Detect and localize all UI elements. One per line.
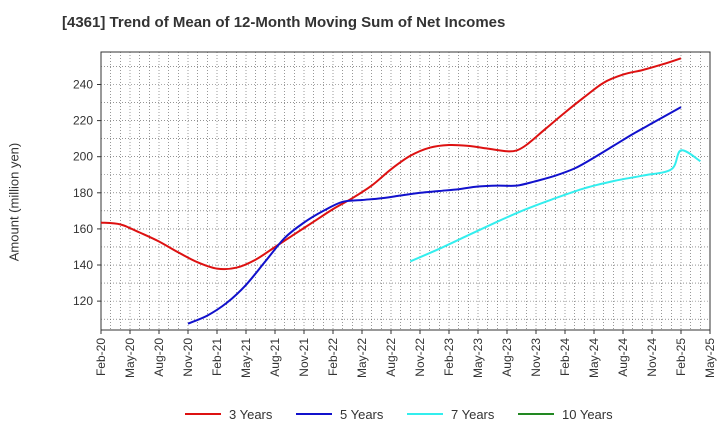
legend-item-7-years: 7 Years (407, 404, 494, 424)
y-tick-label: 180 (73, 186, 93, 200)
plot-frame (100, 51, 711, 331)
x-tick-label: Feb-25 (674, 338, 688, 376)
y-tick-label: 160 (73, 222, 93, 236)
series-line-5-years (187, 106, 682, 325)
legend-item-3-years: 3 Years (185, 404, 272, 424)
legend-swatch-3-years (185, 413, 221, 415)
x-tick-label: Feb-21 (210, 338, 224, 376)
x-tick-label: Feb-22 (326, 338, 340, 376)
x-tick-label: Nov-21 (297, 338, 311, 377)
x-tick-label: May-24 (587, 338, 601, 378)
y-tick-label: 140 (73, 258, 93, 272)
x-tick-label: Aug-21 (268, 338, 282, 377)
legend-swatch-7-years (407, 413, 443, 415)
y-axis-ticks: 120 140 160 180 200 220 240 (73, 77, 101, 308)
x-tick-label: Aug-20 (152, 338, 166, 377)
legend-item-10-years: 10 Years (518, 404, 613, 424)
y-axis-label: Amount (million yen) (4, 143, 24, 262)
x-tick-label: May-23 (471, 338, 485, 378)
x-tick-label: Nov-24 (645, 338, 659, 377)
y-axis-label-text: Amount (million yen) (6, 142, 22, 262)
series-lines (100, 57, 701, 325)
x-tick-label: Nov-23 (529, 338, 543, 377)
series-line-3-years (100, 57, 682, 271)
y-tick-label: 200 (73, 150, 93, 164)
series-line-7-years (409, 149, 701, 263)
legend-item-5-years: 5 Years (296, 404, 383, 424)
x-tick-label: Aug-23 (500, 338, 514, 377)
x-tick-label: Nov-20 (181, 338, 195, 377)
x-tick-label: May-20 (123, 338, 137, 378)
x-tick-label: Feb-20 (94, 338, 108, 376)
legend-swatch-10-years (518, 413, 554, 415)
x-tick-label: Nov-22 (413, 338, 427, 377)
x-tick-label: Feb-24 (558, 338, 572, 376)
legend-label-10-years: 10 Years (562, 406, 613, 422)
x-tick-label: May-21 (239, 338, 253, 378)
legend-swatch-5-years (296, 413, 332, 415)
y-tick-label: 120 (73, 294, 93, 308)
x-tick-label: Aug-22 (384, 338, 398, 377)
legend-label-7-years: 7 Years (451, 406, 495, 422)
x-tick-label: May-25 (703, 338, 717, 378)
chart-title: [4361] Trend of Mean of 12-Month Moving … (62, 14, 506, 31)
x-axis-ticks: Feb-20 May-20 Aug-20 Nov-20 Feb-21 May-21 Aug-… (94, 330, 717, 378)
legend: 3 Years 5 Years 7 Years 10 Years (0, 404, 720, 424)
x-tick-label: May-22 (355, 338, 369, 378)
legend-label-5-years: 5 Years (340, 406, 384, 422)
y-tick-label: 240 (73, 77, 93, 91)
y-tick-label: 220 (73, 114, 93, 128)
x-tick-label: Feb-23 (442, 338, 456, 376)
legend-label-3-years: 3 Years (229, 406, 273, 422)
x-tick-label: Aug-24 (616, 338, 630, 377)
